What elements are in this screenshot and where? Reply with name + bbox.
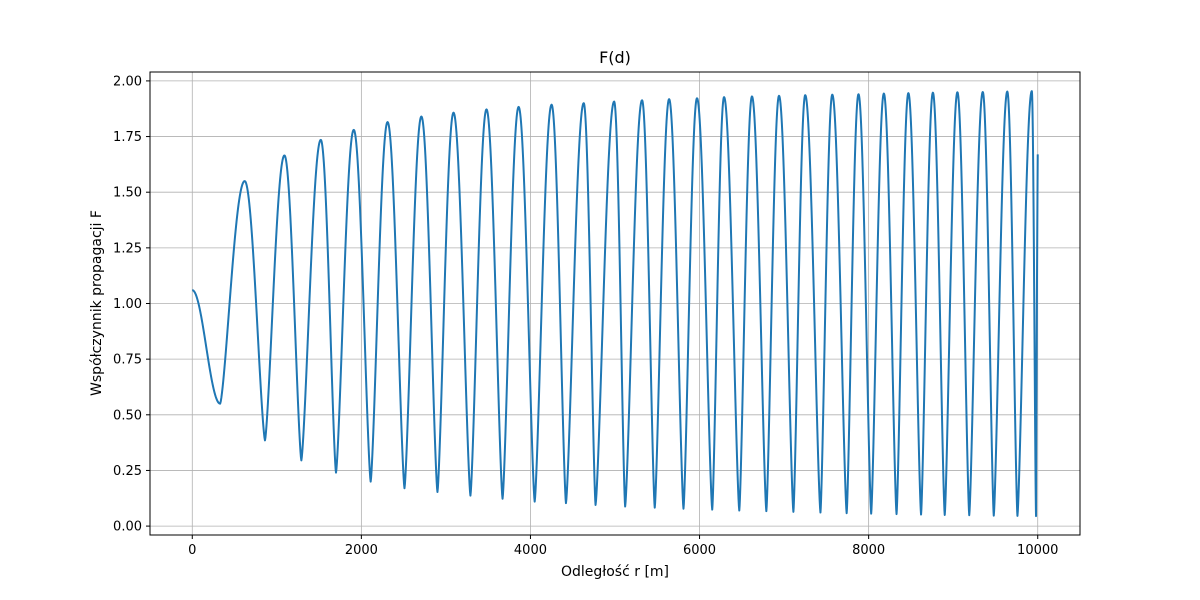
chart-title: F(d) — [599, 48, 631, 67]
ticks: 0 2000 4000 6000 8000 10000 0.00 0.25 0.50 0.75 1.… — [113, 74, 1058, 558]
y-tick-label: 1.50 — [113, 186, 142, 201]
x-tick-label: 4000 — [514, 543, 547, 558]
y-tick-label: 0.25 — [113, 464, 142, 479]
x-tick-label: 6000 — [683, 543, 716, 558]
series-group — [191, 90, 1039, 518]
y-axis-label: Współczynnik propagacji F — [89, 210, 105, 396]
y-tick-label: 1.00 — [113, 297, 142, 312]
y-tick-label: 0.00 — [113, 520, 142, 535]
x-tick-label: 2000 — [345, 543, 378, 558]
y-tick-label: 1.75 — [113, 130, 142, 145]
y-tick-label: 0.75 — [113, 353, 142, 368]
y-tick-label: 2.00 — [113, 74, 142, 89]
y-tick-label: 0.50 — [113, 408, 142, 423]
x-tick-label: 0 — [188, 543, 196, 558]
x-axis-label: Odległość r [m] — [561, 564, 669, 580]
x-tick-label: 8000 — [852, 543, 885, 558]
series-line — [191, 90, 1039, 518]
x-tick-label: 10000 — [1017, 543, 1058, 558]
y-tick-label: 1.25 — [113, 241, 142, 256]
